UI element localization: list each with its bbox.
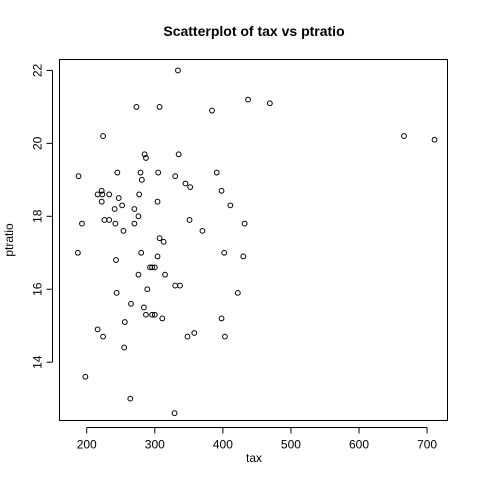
data-point xyxy=(99,191,106,198)
data-point xyxy=(151,311,158,318)
data-point xyxy=(184,333,191,340)
x-axis-label: tax xyxy=(246,451,262,465)
data-point xyxy=(266,100,273,107)
data-point xyxy=(138,176,145,183)
y-tick-label: 16 xyxy=(31,282,45,296)
y-tick-label: 22 xyxy=(31,63,45,77)
y-axis: 14 16 18 20 22 xyxy=(31,63,53,369)
data-point xyxy=(131,220,138,227)
data-point xyxy=(175,67,181,74)
data-point xyxy=(131,206,138,212)
data-point xyxy=(175,151,182,158)
data-point xyxy=(151,264,158,271)
data-point xyxy=(113,289,120,296)
data-point xyxy=(94,191,101,198)
chart-title: Scatterplot of tax vs ptratio xyxy=(163,23,344,39)
data-point xyxy=(144,286,151,293)
data-point xyxy=(401,133,407,139)
data-point xyxy=(172,173,179,180)
x-tick-label: 200 xyxy=(77,438,97,452)
data-point xyxy=(75,173,82,180)
data-point xyxy=(199,227,206,234)
y-axis-label: ptratio xyxy=(2,223,16,257)
data-point xyxy=(114,169,121,176)
data-point xyxy=(162,271,168,278)
data-point xyxy=(218,187,225,194)
data-point xyxy=(106,217,113,223)
data-point xyxy=(79,220,85,227)
data-point xyxy=(182,180,189,187)
data-point xyxy=(137,169,144,176)
data-point xyxy=(127,395,134,402)
y-tick-label: 14 xyxy=(31,355,45,369)
data-point xyxy=(143,155,149,161)
data-point xyxy=(156,235,163,242)
data-point xyxy=(149,311,155,318)
data-point xyxy=(155,169,162,176)
data-point xyxy=(156,104,163,110)
data-point xyxy=(245,96,251,103)
data-point xyxy=(141,304,147,311)
data-point xyxy=(187,184,194,191)
data-point xyxy=(138,249,145,256)
data-point xyxy=(143,311,149,318)
data-point xyxy=(241,220,248,227)
data-point xyxy=(128,300,134,307)
data-point xyxy=(74,249,81,256)
data-point xyxy=(112,220,119,227)
data-point xyxy=(135,271,142,278)
data-point xyxy=(221,249,228,256)
data-point xyxy=(240,253,247,260)
data-point xyxy=(136,191,143,198)
data-point xyxy=(106,191,113,198)
data-point xyxy=(227,202,234,209)
x-tick-label: 600 xyxy=(349,438,369,452)
data-point xyxy=(191,330,198,336)
data-point xyxy=(133,104,140,110)
data-point xyxy=(119,202,126,209)
x-tick-label: 300 xyxy=(145,438,165,452)
data-point xyxy=(209,107,215,114)
data-point xyxy=(234,289,241,296)
data-point xyxy=(98,187,105,194)
data-point xyxy=(113,257,119,263)
data-point xyxy=(160,238,167,245)
y-tick-label: 20 xyxy=(31,136,45,150)
data-point xyxy=(159,315,166,322)
data-point xyxy=(100,133,106,139)
data-point xyxy=(222,333,228,340)
plot-frame xyxy=(59,59,448,421)
data-point xyxy=(115,195,122,201)
data-points xyxy=(74,67,438,417)
data-point xyxy=(98,198,105,205)
data-point xyxy=(121,319,128,325)
data-point xyxy=(177,282,183,289)
y-tick-label: 18 xyxy=(31,209,45,223)
data-point xyxy=(154,253,161,260)
data-point xyxy=(186,217,193,223)
x-tick-label: 500 xyxy=(281,438,301,452)
data-point xyxy=(111,206,118,212)
data-point xyxy=(121,344,128,351)
data-point xyxy=(172,282,179,289)
data-point xyxy=(431,136,438,143)
data-point xyxy=(135,213,142,220)
data-point xyxy=(149,264,155,271)
data-point xyxy=(101,217,108,223)
data-point xyxy=(100,333,106,340)
data-point xyxy=(171,410,178,417)
data-point xyxy=(218,315,225,322)
data-point xyxy=(82,373,89,380)
data-point xyxy=(141,151,148,158)
data-point xyxy=(213,169,220,176)
x-tick-label: 700 xyxy=(417,438,437,452)
x-axis: 200 300 400 500 600 700 xyxy=(77,427,437,452)
data-point xyxy=(154,198,161,205)
x-tick-label: 400 xyxy=(213,438,233,452)
data-point xyxy=(120,227,127,234)
data-point xyxy=(94,326,101,333)
